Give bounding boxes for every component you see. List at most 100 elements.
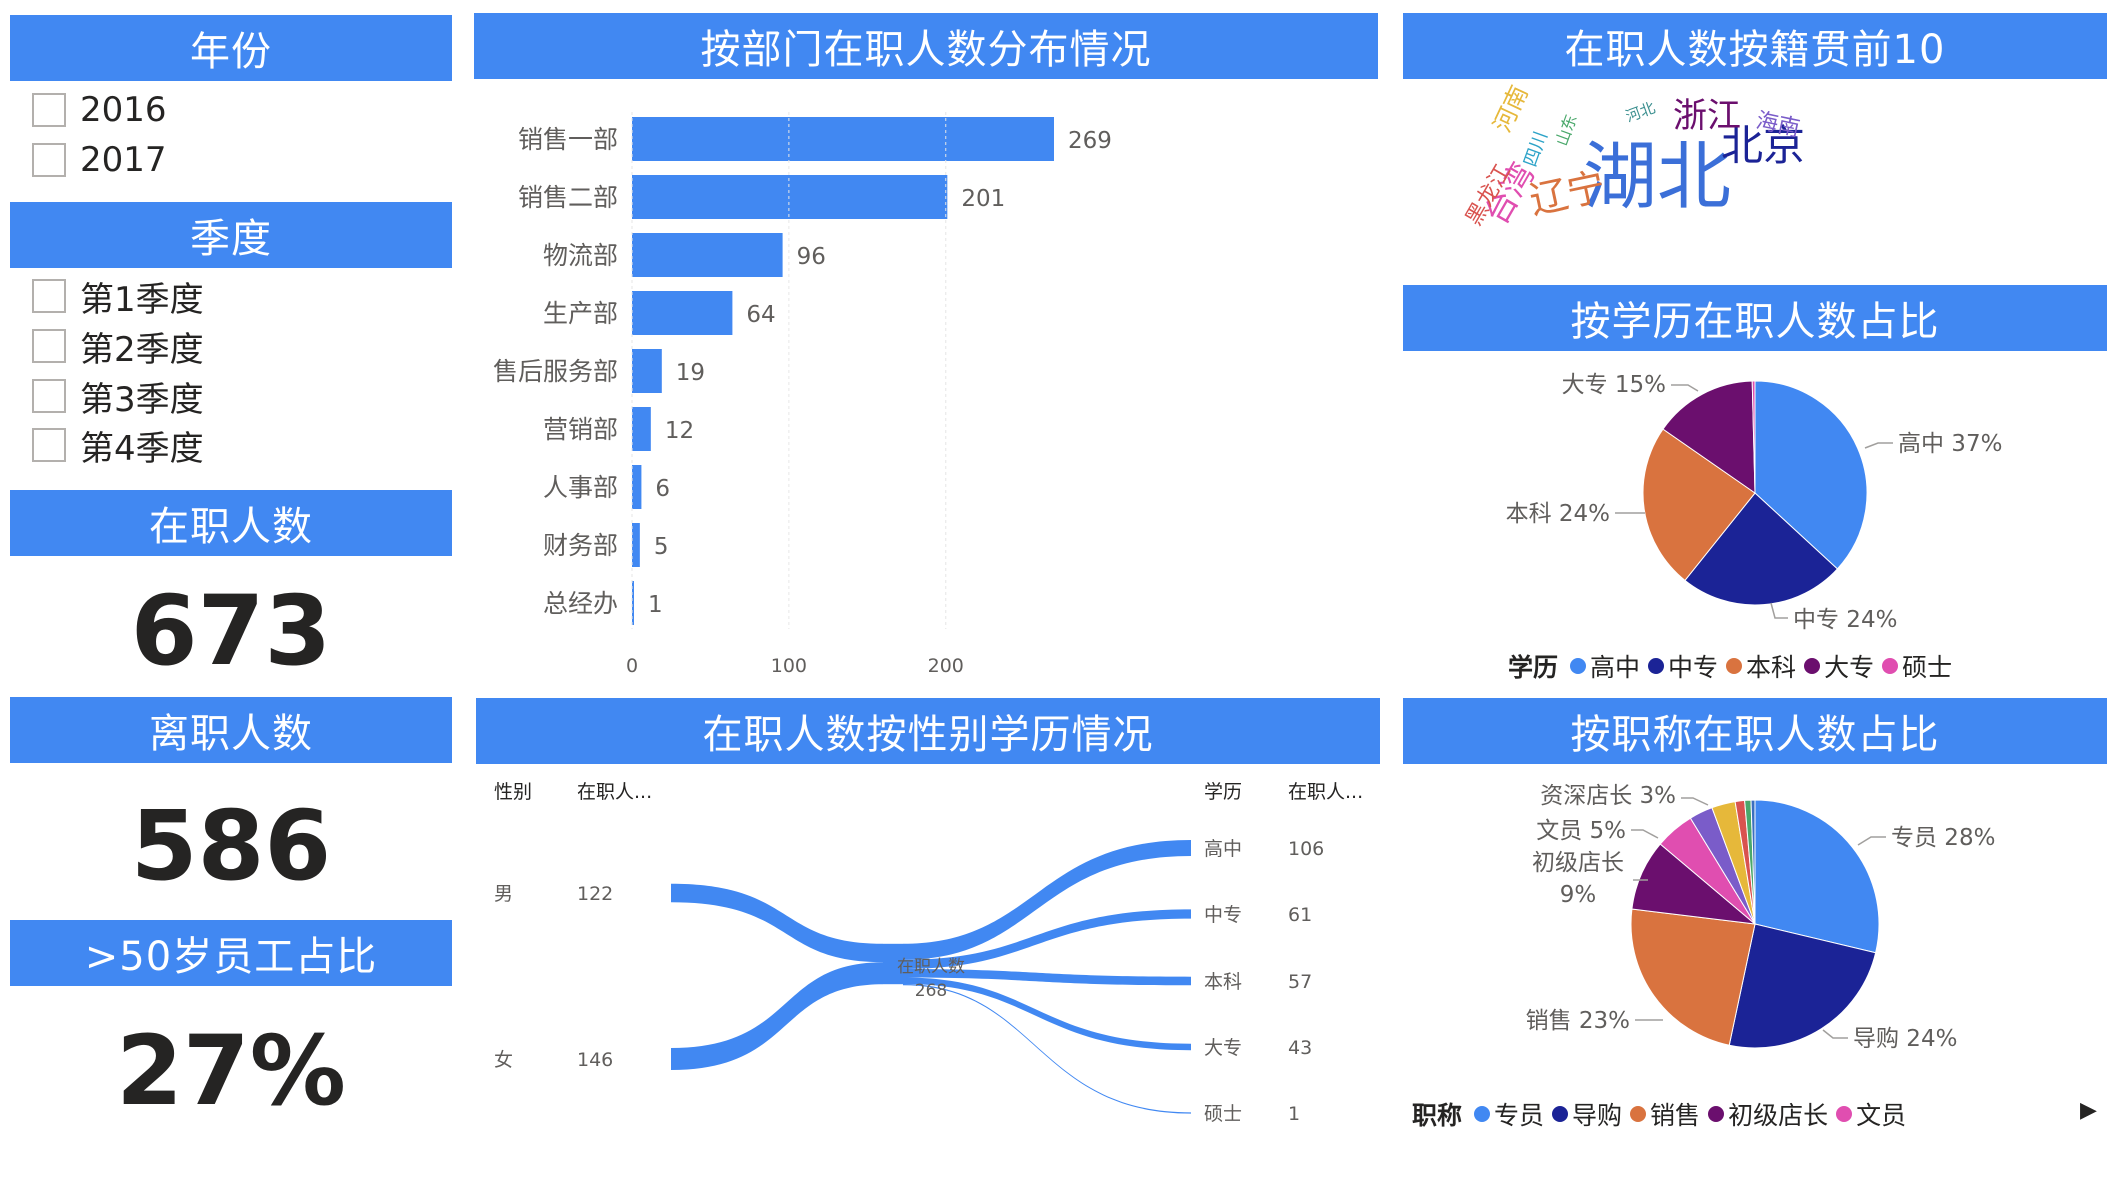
bar-category-label: 物流部 (543, 241, 618, 270)
pie-data-label: 销售 23% (1526, 1008, 1630, 1034)
bar-category-label: 销售二部 (518, 183, 618, 212)
sankey-flow-right (903, 968, 1191, 986)
sankey-right-header: 学历 (1204, 781, 1242, 803)
pie-data-label: 高中 37% (1898, 431, 2002, 457)
pie-slice (1754, 799, 1880, 954)
pie-data-label: 9% (1560, 882, 1597, 908)
bar-value-label: 269 (1068, 128, 1112, 154)
wordcloud-word: 河南 (1488, 82, 1534, 137)
hometown-chart-header: 在职人数按籍贯前10 (1403, 13, 2107, 79)
bar-value-label: 12 (665, 418, 694, 444)
sankey-flow-left (671, 883, 883, 963)
quarter-option-3[interactable]: 第3季度 (32, 376, 204, 420)
legend-dot-icon (1474, 1106, 1491, 1122)
bar-value-label: 96 (797, 244, 826, 270)
legend-item[interactable]: 硕士 (1882, 648, 1952, 684)
legend-label: 文员 (1856, 1101, 1907, 1130)
legend-item[interactable]: 初级店长 (1708, 1096, 1828, 1132)
checkbox[interactable] (32, 143, 66, 177)
year-option-2016[interactable]: 2016 (32, 90, 167, 130)
pie-data-label: 文员 5% (1536, 818, 1626, 844)
sankey-left-header: 在职人... (577, 781, 652, 803)
legend-label: 硕士 (1902, 653, 1953, 682)
sankey-source-label: 女 (494, 1049, 513, 1071)
gender-edu-sankey: 性别 在职人... 学历 在职人... 男 122 女 146 高中 106 中专 61 本科 57 大专 4… (494, 781, 1363, 1125)
sankey-source-value: 146 (577, 1049, 613, 1071)
bar-category-label: 生产部 (543, 299, 618, 328)
legend-dot-icon (1630, 1106, 1647, 1122)
bar (632, 291, 733, 335)
bar (632, 175, 948, 219)
active-count-value: 673 (130, 575, 332, 687)
left-count-header: 离职人数 (10, 697, 452, 763)
bar-value-label: 5 (654, 534, 669, 560)
pie-slice (1662, 380, 1756, 494)
legend-dot-icon (1708, 1106, 1725, 1122)
year-option-2017[interactable]: 2017 (32, 140, 167, 180)
legend-label: 初级店长 (1728, 1101, 1829, 1130)
legend-item[interactable]: 高中 (1570, 648, 1640, 684)
legend-dot-icon (1726, 658, 1743, 674)
legend-label: 本科 (1746, 653, 1797, 682)
bar (632, 117, 1054, 161)
pie-leader-line (1770, 602, 1788, 619)
quarter-option-2[interactable]: 第2季度 (32, 326, 204, 370)
option-label: 2016 (80, 90, 167, 130)
over50-value: 27% (116, 1015, 346, 1127)
bar (632, 349, 662, 393)
legend-item[interactable]: 导购 (1552, 1096, 1622, 1132)
over50-header: >50岁员工占比 (10, 920, 452, 986)
checkbox[interactable] (32, 379, 66, 413)
legend-item[interactable]: 销售 (1630, 1096, 1700, 1132)
legend-next-arrow-icon[interactable]: ▶ (2080, 1098, 2097, 1123)
x-tick-label: 200 (928, 655, 964, 677)
wordcloud-word: 北京 (1721, 121, 1805, 170)
sankey-source-value: 122 (577, 883, 613, 905)
wordcloud-word: 河北 (1623, 99, 1657, 126)
checkbox[interactable] (32, 93, 66, 127)
legend-item[interactable]: 本科 (1726, 648, 1796, 684)
checkbox[interactable] (32, 279, 66, 313)
legend-item[interactable]: 大专 (1804, 648, 1874, 684)
pie-slice (1728, 923, 1877, 1049)
title-chart-header: 按职称在职人数占比 (1403, 698, 2107, 764)
bar-category-label: 销售一部 (518, 125, 618, 154)
sankey-right-header: 在职人... (1288, 781, 1363, 803)
pie-data-label: 导购 24% (1853, 1026, 1957, 1052)
sankey-source-label: 男 (494, 883, 513, 905)
checkbox[interactable] (32, 428, 66, 462)
pie-leader-line (1681, 797, 1709, 806)
legend-title: 职称 (1412, 1101, 1463, 1130)
bar (632, 581, 634, 625)
quarter-option-4[interactable]: 第4季度 (32, 425, 204, 469)
sankey-flow-right (903, 909, 1191, 969)
legend-item[interactable]: 专员 (1474, 1096, 1544, 1132)
bar-value-label: 201 (961, 186, 1005, 212)
legend-label: 专员 (1494, 1101, 1545, 1130)
sankey-target-label: 本科 (1204, 971, 1242, 993)
bar-category-label: 财务部 (543, 531, 618, 560)
pie-slice (1751, 380, 1756, 494)
pie-data-label: 本科 24% (1506, 501, 1610, 527)
pie-data-label: 资深店长 3% (1540, 783, 1676, 809)
bar-value-label: 19 (676, 360, 705, 386)
sankey-center-node (883, 943, 903, 985)
sankey-target-value: 1 (1288, 1103, 1300, 1125)
sankey-target-value: 43 (1288, 1037, 1312, 1059)
left-count-value: 586 (130, 790, 332, 902)
pie-data-label: 中专 24% (1793, 607, 1897, 633)
dept-chart-header: 按部门在职人数分布情况 (474, 13, 1378, 79)
checkbox[interactable] (32, 329, 66, 363)
legend-item[interactable]: 文员 (1836, 1096, 1906, 1132)
bar-category-label: 总经办 (543, 589, 618, 618)
bar-category-label: 营销部 (543, 415, 618, 444)
legend-dot-icon (1882, 658, 1899, 674)
legend-label: 导购 (1572, 1101, 1623, 1130)
bar (632, 407, 651, 451)
legend-item[interactable]: 中专 (1648, 648, 1718, 684)
quarter-option-1[interactable]: 第1季度 (32, 276, 204, 320)
sankey-target-value: 61 (1288, 904, 1312, 926)
quarter-filter-header: 季度 (10, 202, 452, 268)
sankey-flow-right (903, 984, 1191, 1114)
